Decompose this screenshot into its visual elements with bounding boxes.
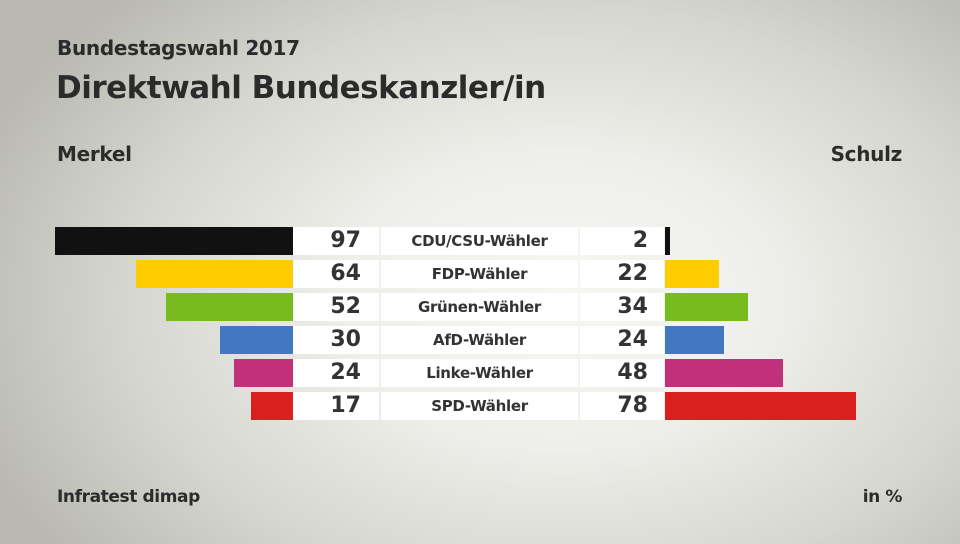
category-label: FDP-Wähler <box>381 260 578 288</box>
unit-label: in % <box>862 487 903 507</box>
left-series-label: Merkel <box>57 142 132 166</box>
right-series-label: Schulz <box>830 142 903 166</box>
category-label: Grünen-Wähler <box>381 293 578 321</box>
category-label: CDU/CSU-Wähler <box>381 227 578 255</box>
bar-right <box>665 260 719 288</box>
bar-left <box>234 359 293 387</box>
value-right: 24 <box>580 326 664 354</box>
category-label: AfD-Wähler <box>381 326 578 354</box>
bar-left <box>219 326 293 354</box>
bar-right <box>665 392 857 420</box>
value-right: 34 <box>580 293 664 321</box>
bar-right <box>665 326 724 354</box>
chart-subtitle: Bundestagswahl 2017 <box>57 36 300 60</box>
bar-left <box>165 293 293 321</box>
value-right: 48 <box>580 359 664 387</box>
category-label: Linke-Wähler <box>381 359 578 387</box>
chart-title: Direktwahl Bundeskanzler/in <box>56 70 546 106</box>
value-left: 52 <box>293 293 379 321</box>
bar-right <box>665 293 749 321</box>
source-label: Infratest dimap <box>57 487 200 507</box>
value-right: 22 <box>580 260 664 288</box>
category-label: SPD-Wähler <box>381 392 578 420</box>
value-left: 30 <box>293 326 379 354</box>
value-right: 2 <box>580 227 664 255</box>
bar-right <box>665 227 670 255</box>
value-left: 17 <box>293 392 379 420</box>
value-right: 78 <box>580 392 664 420</box>
bar-right <box>665 359 783 387</box>
value-left: 64 <box>293 260 379 288</box>
bar-left <box>55 227 293 255</box>
bar-left <box>251 392 293 420</box>
value-left: 24 <box>293 359 379 387</box>
value-left: 97 <box>293 227 379 255</box>
bar-left <box>136 260 293 288</box>
